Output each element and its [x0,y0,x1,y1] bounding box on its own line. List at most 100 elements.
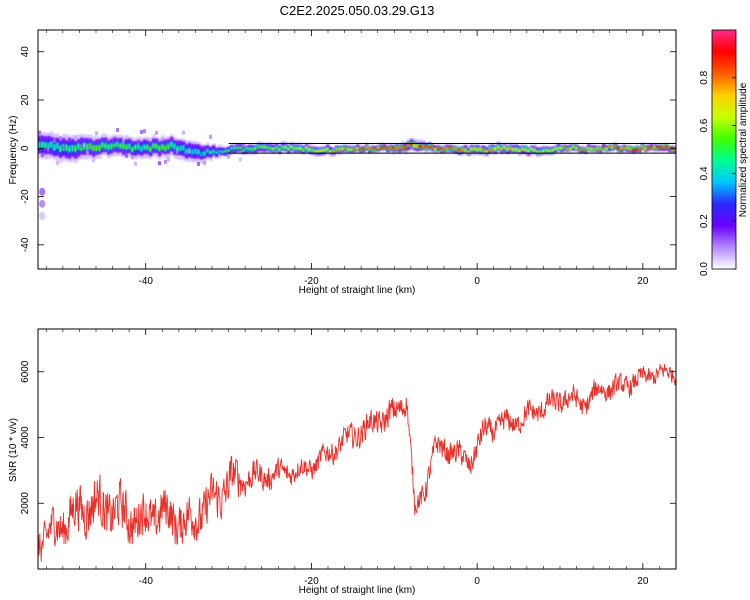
heatmap-cell [230,147,234,150]
heatmap-cell [518,149,522,153]
heatmap-cell [344,146,348,150]
heatmap-speckle [227,154,230,159]
heatmap-cell [260,145,264,149]
heatmap-speckle [116,128,119,133]
heatmap-cell [266,146,270,149]
heatmap-cell [215,150,219,155]
heatmap-cell [530,147,534,153]
heatmap-cell [107,144,111,150]
heatmap-cell [473,147,477,151]
heatmap-cell [200,151,204,157]
y-tick-label: 0 [20,145,31,151]
heatmap-speckle [134,161,137,166]
heatmap-cell [560,147,564,150]
heatmap-speckle [239,157,242,162]
heatmap-cell [461,148,465,152]
heatmap-cell [527,149,531,153]
heatmap-cell [404,147,408,151]
heatmap-cell [245,146,249,150]
heatmap-cell [599,149,603,152]
heatmap-cell [197,149,201,155]
heatmap-cell [656,146,660,150]
x-tick-label: 20 [637,276,649,287]
y-tick-label: 4000 [20,426,31,449]
heatmap-cell [656,145,660,148]
heatmap-speckle [131,155,134,160]
heatmap-cell [482,148,486,152]
colorbar-gradient [711,29,737,270]
heatmap-cell [551,148,555,151]
heatmap-cell [500,147,504,151]
heatmap-cell [335,146,339,151]
heatmap-cell [251,147,255,151]
heatmap-cell [101,142,105,148]
heatmap-cell [104,143,108,149]
heatmap-speckle [68,137,71,142]
heatmap-cell [329,150,333,153]
heatmap-speckle [164,159,167,164]
heatmap-cell [248,147,252,151]
heatmap-cell [170,141,174,148]
x-tick-label: 0 [474,576,480,587]
heatmap-cell [443,147,447,150]
heatmap-cell [146,144,150,150]
heatmap-cell [290,145,294,148]
heatmap-cell [641,146,645,149]
reference-lines [228,142,676,154]
heatmap-cell [65,144,69,151]
heatmap-cell [314,150,318,153]
heatmap-cell [140,146,144,152]
heatmap-cell [611,145,615,148]
heatmap-cell [275,146,279,150]
heatmap-cell [674,147,676,150]
heatmap-cell [629,146,633,151]
heatmap-speckle [92,158,95,163]
heatmap-cell [518,147,522,152]
colorbar-tick-label: 0.0 [699,262,710,276]
heatmap-cell [272,147,276,151]
heatmap-cell [110,143,114,150]
heatmap-cell [413,144,417,148]
heatmap-cell [542,150,546,153]
heatmap-cell [152,143,156,149]
heatmap-cell [545,148,549,151]
heatmap-cell [293,147,297,150]
heatmap-cell [455,148,459,151]
heatmap-cell [350,148,354,151]
heatmap-cell [599,146,603,151]
heatmap-cell [554,147,558,151]
heatmap-cell [635,146,639,150]
heatmap-cell [470,147,474,151]
snr-panel: -40 -20 0 20 2000 4000 6000 Height of straight… [8,328,677,596]
heatmap-speckle [86,150,89,155]
heatmap-cell [575,147,579,150]
heatmap-cell [239,146,243,150]
heatmap-cell [548,150,552,153]
heatmap-speckle [176,150,179,155]
heatmap-cell [623,146,627,149]
heatmap-cell [92,145,96,151]
heatmap-cell [320,149,324,152]
heatmap-cell [281,145,285,149]
heatmap-cell [143,144,147,150]
heatmap-cell [362,147,366,150]
heatmap-cell [131,146,135,153]
heatmap-cell [173,143,177,149]
heatmap-cell [119,143,123,149]
heatmap-cell [365,146,369,149]
heatmap-cell [392,147,396,150]
heatmap-frame [37,29,677,270]
heatmap-cell [635,148,639,151]
heatmap-cell [395,146,399,149]
heatmap-cell [425,145,429,148]
heatmap-speckle [203,160,206,165]
heatmap-cell [308,148,312,151]
heatmap-cell [662,144,666,149]
heatmap-speckle [233,144,236,149]
heatmap-cell [584,149,588,152]
snr-series-line [38,363,676,562]
heatmap-cell [113,143,117,149]
heatmap-cell [176,146,180,152]
heatmap-cell [338,147,342,150]
heatmap-cell [179,145,183,152]
